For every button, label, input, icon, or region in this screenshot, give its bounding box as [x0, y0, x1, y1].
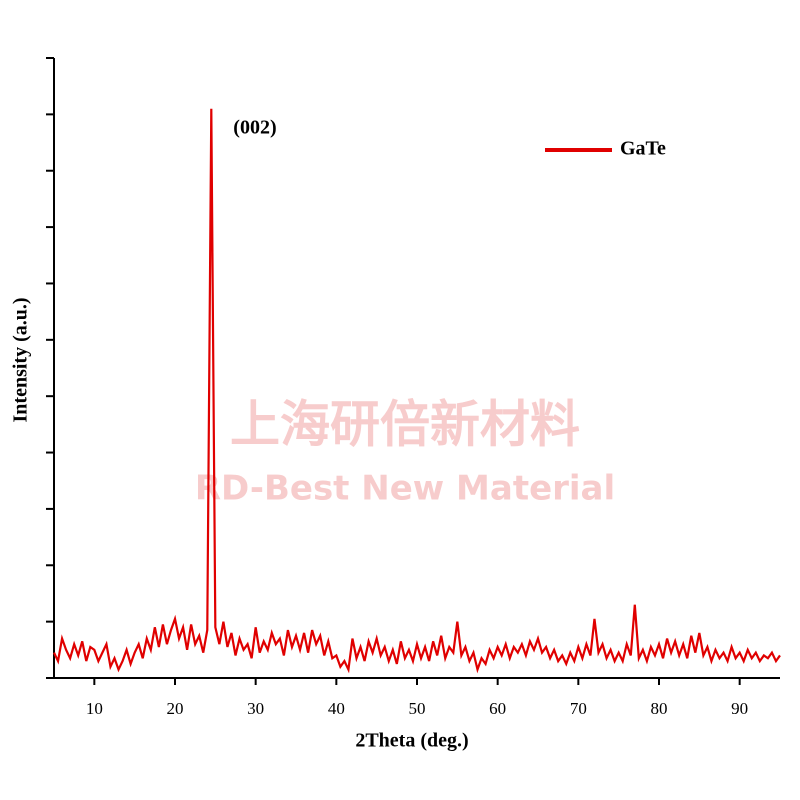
x-tick-label: 30 — [247, 699, 264, 718]
x-tick-label: 70 — [570, 699, 587, 718]
x-tick-label: 20 — [167, 699, 184, 718]
x-tick-label: 40 — [328, 699, 345, 718]
annotation: (002) — [233, 116, 276, 138]
x-tick-label: 90 — [731, 699, 748, 718]
x-tick-label: 50 — [409, 699, 426, 718]
x-tick-label: 10 — [86, 699, 103, 718]
y-axis-label: Intensity (a.u.) — [10, 297, 32, 422]
watermark: 上海研倍新材料 — [230, 396, 580, 454]
x-tick-label: 80 — [651, 699, 668, 718]
watermark: RD-Best New Material — [195, 469, 615, 509]
x-axis-label: 2Theta (deg.) — [355, 730, 468, 752]
data-line — [53, 108, 781, 674]
legend-label: GaTe — [620, 138, 666, 160]
x-tick-label: 60 — [489, 699, 506, 718]
